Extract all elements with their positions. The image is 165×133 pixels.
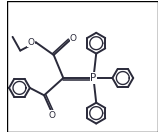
Text: O: O: [48, 111, 55, 120]
Text: P: P: [90, 73, 97, 83]
Text: O: O: [70, 34, 77, 43]
Text: O: O: [28, 38, 35, 47]
